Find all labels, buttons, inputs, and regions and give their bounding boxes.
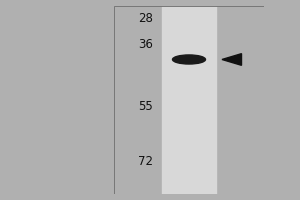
Text: 72: 72: [138, 155, 153, 168]
Text: 55: 55: [138, 100, 153, 113]
Text: 28: 28: [138, 12, 153, 25]
Bar: [162, 6, 216, 194]
Polygon shape: [222, 54, 242, 65]
Text: 36: 36: [138, 38, 153, 51]
Text: m.heart: m.heart: [164, 0, 214, 1]
Ellipse shape: [172, 55, 206, 64]
